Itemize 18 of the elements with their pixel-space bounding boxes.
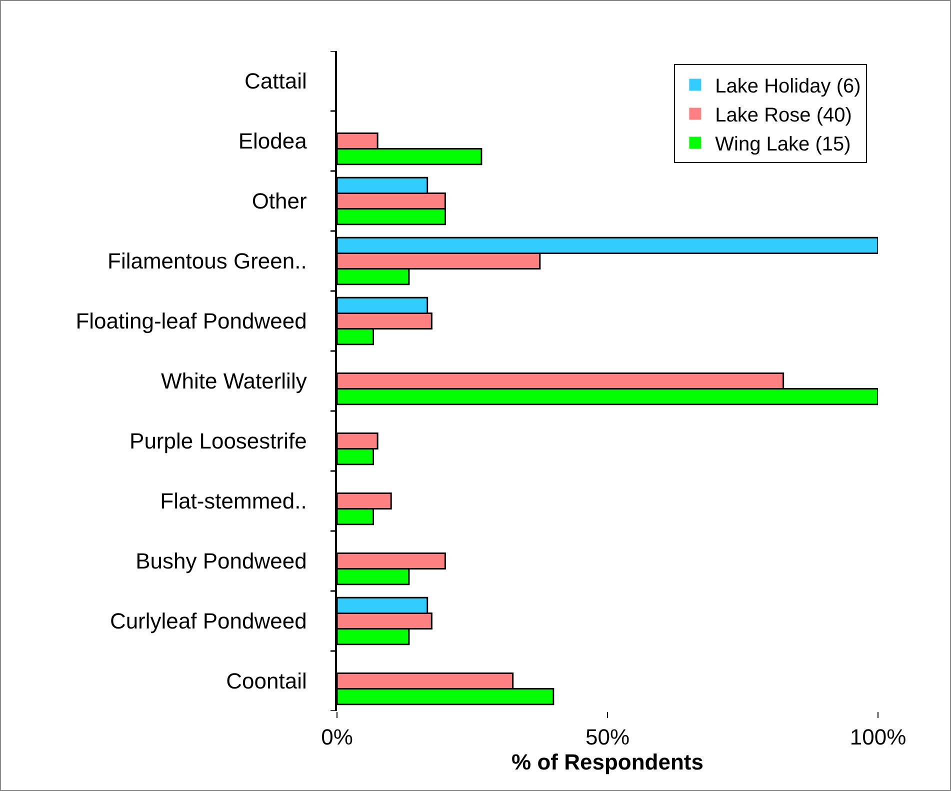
legend-label: Wing Lake (15) xyxy=(715,134,851,156)
y-tick-label: Floating-leaf Pondweed xyxy=(76,308,307,334)
y-tick-label: Elodea xyxy=(238,128,308,154)
x-axis-title: % of Respondents xyxy=(512,749,704,774)
y-tick-label: Cattail xyxy=(244,68,307,94)
y-tick-label: White Waterlily xyxy=(160,368,307,394)
y-tick-label: Filamentous Green.. xyxy=(108,248,307,274)
y-tick-label: Purple Loosestrife xyxy=(130,428,307,454)
y-tick-label: Curlyleaf Pondweed xyxy=(110,608,307,634)
legend-label: Lake Rose (40) xyxy=(715,104,852,126)
y-tick-label: Flat-stemmed.. xyxy=(160,488,307,514)
y-tick-label: Other xyxy=(252,188,307,214)
legend-label: Lake Holiday (6) xyxy=(715,76,861,98)
y-tick-label: Bushy Pondweed xyxy=(136,548,307,574)
x-tick-label: 100% xyxy=(850,724,906,750)
x-tick-label: 0% xyxy=(321,724,353,750)
y-tick-label: Coontail xyxy=(226,668,307,694)
x-tick-label: 50% xyxy=(585,724,630,750)
